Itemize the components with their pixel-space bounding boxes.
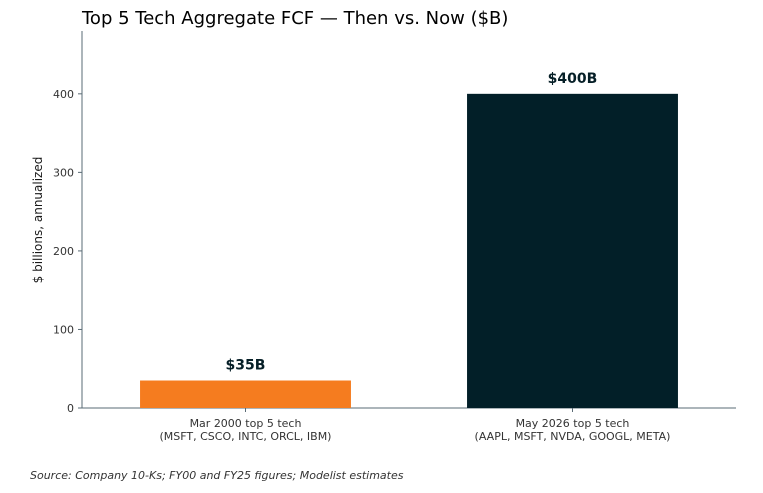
y-tick-label: 400 — [53, 88, 74, 101]
bar — [467, 93, 678, 408]
x-tick-label: (MSFT, CSCO, INTC, ORCL, IBM) — [160, 430, 332, 443]
x-tick-label: Mar 2000 top 5 tech — [190, 417, 302, 430]
y-tick-label: 0 — [67, 402, 74, 415]
labels: $35B Mar 2000 top 5 tech(MSFT, CSCO, INTC… — [160, 71, 671, 443]
y-tick-label: 100 — [53, 323, 74, 336]
y-tick-label: 200 — [53, 245, 74, 258]
x-tick-label: (AAPL, MSFT, NVDA, GOOGL, META) — [475, 430, 671, 443]
y-axis-label: $ billions, annualized — [31, 157, 45, 284]
source-note: Source: Company 10-Ks; FY00 and FY25 fig… — [30, 469, 404, 482]
chart-title: Top 5 Tech Aggregate FCF — Then vs. Now … — [81, 8, 508, 29]
data-label: $400B — [548, 71, 598, 87]
x-tick-label: May 2026 top 5 tech — [516, 417, 630, 430]
y-tick-label: 300 — [53, 166, 74, 179]
bars — [140, 93, 678, 408]
data-label: $35B — [226, 358, 266, 374]
bar — [140, 380, 351, 408]
